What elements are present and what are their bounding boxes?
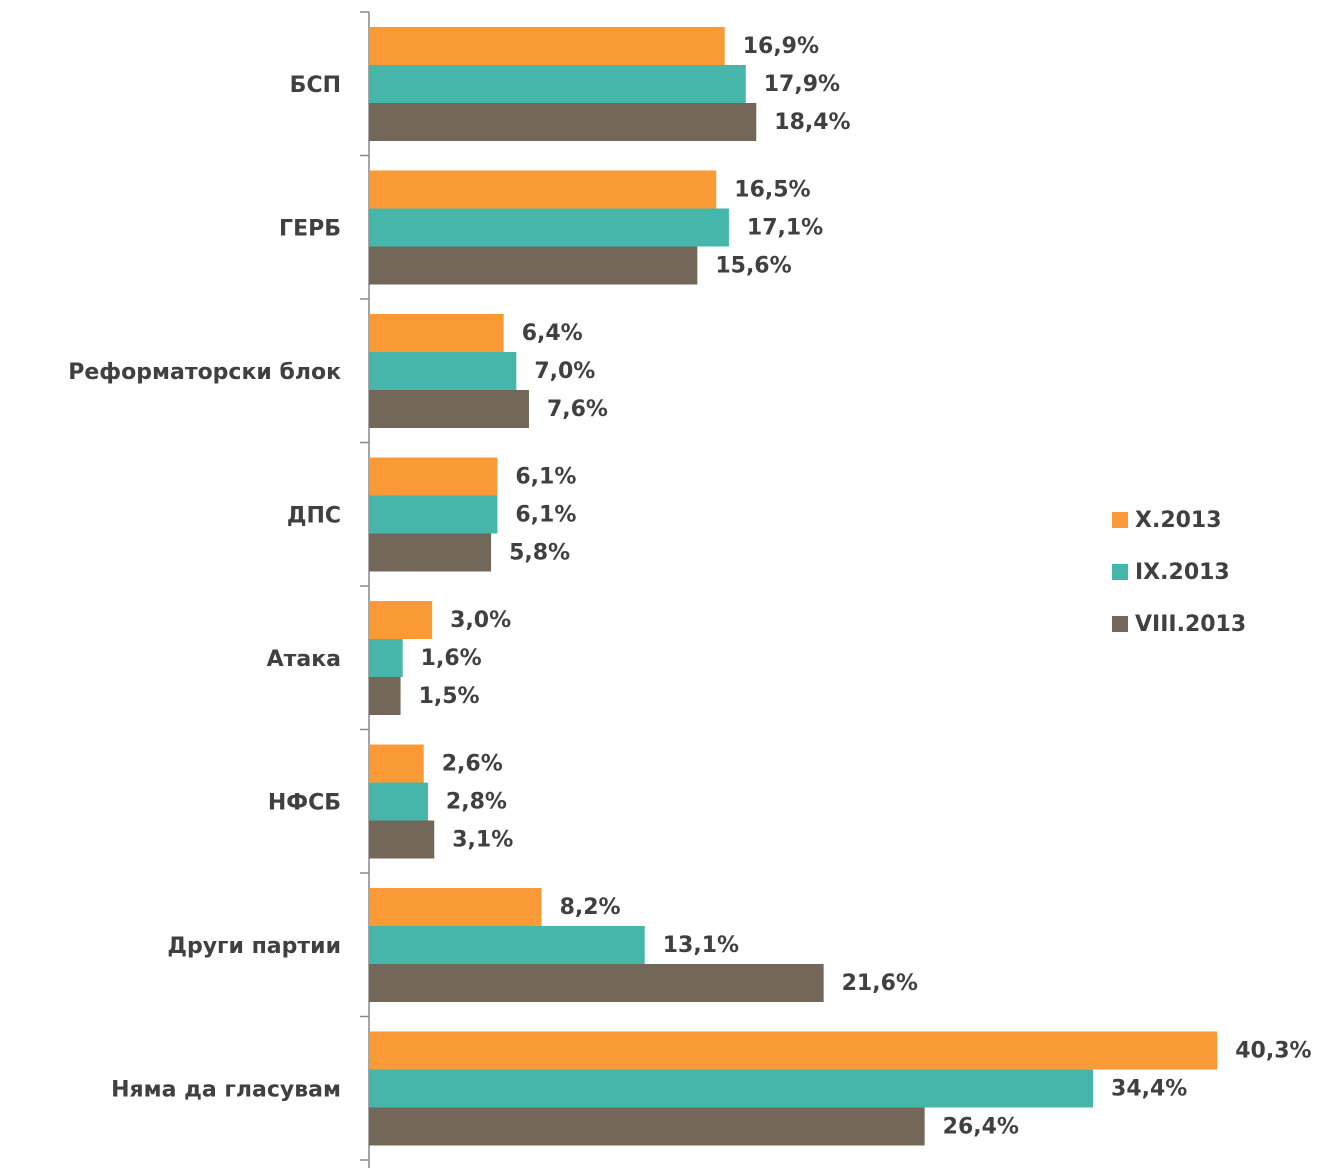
bar — [369, 964, 824, 1002]
y-tick-label: Други партии — [167, 934, 341, 959]
y-tick-label: Атака — [267, 647, 341, 672]
data-label: 7,0% — [534, 359, 595, 384]
legend-label: X.2013 — [1135, 508, 1222, 533]
data-label: 6,1% — [515, 503, 576, 528]
y-tick-label: Реформаторски блок — [68, 360, 341, 385]
data-label: 17,1% — [747, 216, 823, 241]
bar — [369, 495, 498, 534]
bar — [369, 639, 403, 677]
y-tick-label: ДПС — [287, 503, 341, 528]
data-label: 17,9% — [764, 72, 840, 97]
bar — [369, 352, 517, 390]
legend-swatch — [1112, 564, 1128, 580]
data-label: 15,6% — [715, 254, 791, 279]
data-label: 7,6% — [547, 397, 608, 422]
y-tick-label: НФСБ — [268, 790, 341, 815]
data-label: 6,1% — [515, 465, 576, 490]
data-label: 3,1% — [452, 828, 513, 853]
bar — [369, 457, 498, 496]
legend-swatch — [1112, 616, 1128, 632]
y-tick-label: БСП — [290, 73, 341, 98]
legend-swatch — [1112, 512, 1128, 528]
bar — [369, 208, 729, 247]
bar — [369, 314, 504, 352]
data-label: 3,0% — [450, 608, 511, 633]
bar — [369, 1069, 1094, 1108]
data-label: 18,4% — [774, 110, 850, 135]
bar — [369, 820, 435, 859]
bar — [369, 677, 401, 715]
data-label: 26,4% — [943, 1115, 1019, 1140]
data-label: 8,2% — [560, 895, 621, 920]
data-label: 1,6% — [421, 646, 482, 671]
bar — [369, 246, 698, 285]
data-label: 16,9% — [743, 34, 819, 59]
bar — [369, 744, 424, 783]
data-label: 6,4% — [522, 321, 583, 346]
bar — [369, 27, 725, 65]
data-label: 5,8% — [509, 541, 570, 566]
bar — [369, 782, 428, 821]
bar — [369, 533, 492, 572]
data-label: 2,6% — [442, 752, 503, 777]
y-tick-label: ГЕРБ — [279, 216, 341, 241]
legend-label: IX.2013 — [1135, 560, 1230, 585]
bar — [369, 888, 542, 926]
bar — [369, 170, 717, 209]
bar — [369, 65, 746, 103]
data-label: 1,5% — [419, 684, 480, 709]
data-label: 40,3% — [1235, 1039, 1311, 1064]
data-label: 34,4% — [1111, 1077, 1187, 1102]
data-label: 13,1% — [663, 933, 739, 958]
y-tick-label: Няма да гласувам — [111, 1077, 341, 1102]
data-label: 2,8% — [446, 790, 507, 815]
legend-label: VIII.2013 — [1135, 612, 1246, 637]
bar — [369, 1107, 925, 1146]
bar — [369, 601, 433, 639]
bar — [369, 1031, 1218, 1070]
bar — [369, 103, 757, 141]
data-label: 16,5% — [734, 178, 810, 203]
bar — [369, 926, 645, 964]
bar — [369, 390, 529, 428]
data-label: 21,6% — [842, 971, 918, 996]
